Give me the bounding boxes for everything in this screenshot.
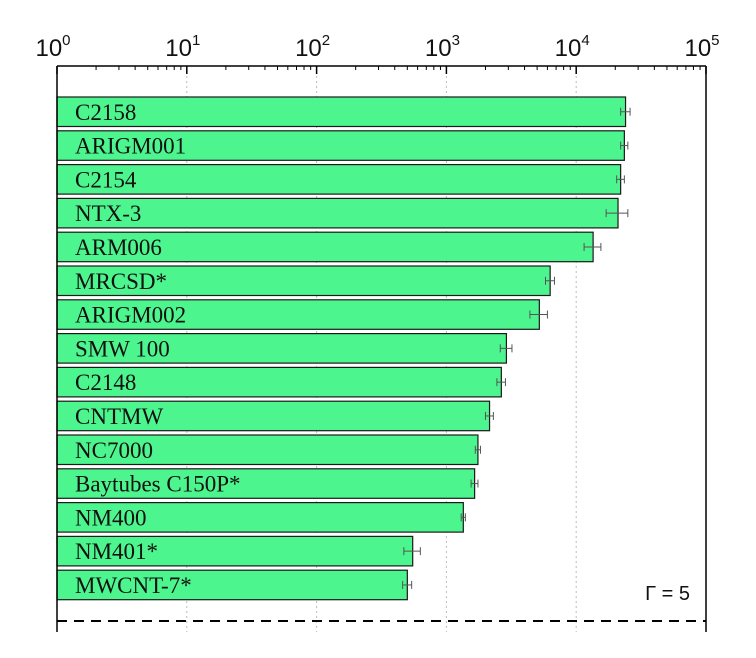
bar (56, 164, 622, 195)
bar (56, 434, 479, 466)
bar-label: SMW 100 (75, 336, 170, 361)
bar-group: Baytubes C150P* (56, 468, 479, 499)
bar-group: NM401* (56, 535, 421, 567)
bar-group: C2148 (56, 366, 506, 398)
bar-label: ARIGM001 (75, 134, 186, 159)
bar-label: Baytubes C150P* (75, 472, 240, 497)
x-axis: 100 101 102 103 104 105 (35, 32, 720, 74)
x-tick-label-1: 101 (165, 32, 200, 62)
x-tick-label-2: 102 (295, 32, 330, 62)
bar-label: MRCSD* (75, 269, 167, 294)
bar-label: ARIGM002 (75, 303, 186, 328)
bar (56, 400, 491, 432)
bar-group: MRCSD* (56, 265, 555, 297)
bar-label: C2148 (75, 370, 136, 395)
bar-label: NTX-3 (75, 201, 141, 226)
bars: C2158 ARIGM001 C2154 NTX-3 ARM006 MRCSD* ARIGM… (56, 96, 631, 601)
bar (56, 231, 594, 263)
bar-group: ARM006 (56, 231, 602, 263)
bar-group: MWCNT-7* (56, 569, 413, 601)
bar-label: C2158 (75, 100, 136, 125)
bar-group: CNTMW (56, 400, 494, 432)
bar (56, 265, 551, 297)
bar-label: ARM006 (75, 235, 162, 260)
bar-label: NM400 (75, 505, 147, 530)
x-tick-label-5: 105 (684, 32, 719, 62)
bar (56, 502, 464, 533)
bar (56, 569, 408, 601)
bar (56, 299, 540, 330)
bar-group: C2154 (56, 164, 625, 195)
bar-group: ARIGM002 (56, 299, 548, 330)
x-tick-label-0: 100 (35, 32, 70, 62)
x-tick-label-3: 103 (425, 32, 460, 62)
bar-group: NTX-3 (56, 197, 629, 229)
bar (56, 130, 625, 161)
bar-group: ARIGM001 (56, 130, 629, 161)
bar (56, 96, 627, 128)
bar-label: C2154 (75, 167, 137, 192)
bar-label: NC7000 (75, 438, 153, 463)
bar-label: CNTMW (75, 404, 163, 429)
bar-label: NM401* (75, 539, 158, 564)
x-tick-label-4: 104 (555, 32, 590, 62)
gamma-annotation: Γ = 5 (645, 583, 690, 605)
bar-label: MWCNT-7* (75, 573, 192, 598)
bar-group: NC7000 (56, 434, 481, 466)
bar-group: SMW 100 (56, 333, 513, 364)
bar (56, 535, 414, 567)
bar-group: C2158 (56, 96, 631, 128)
bar-group: NM400 (56, 502, 466, 533)
